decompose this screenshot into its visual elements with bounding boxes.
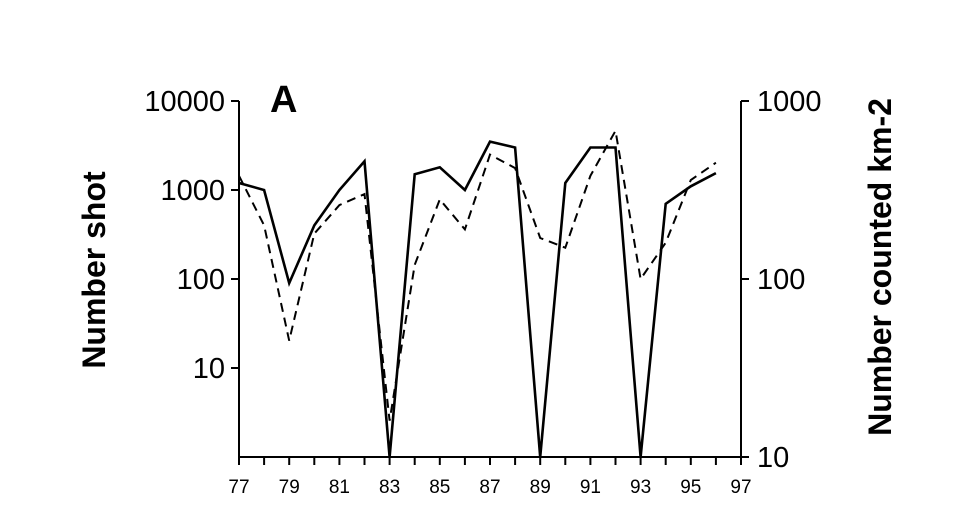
x-tick-label: 91 bbox=[580, 477, 601, 498]
panel-label: A bbox=[270, 79, 297, 121]
series-lines bbox=[238, 127, 717, 458]
x-tick-label: 89 bbox=[530, 477, 551, 498]
axes: 10000 1000 100 10 1000 100 10 77 79 81 83 85 87 89 91 9… bbox=[144, 86, 821, 498]
right-y-tick-label: 1000 bbox=[757, 86, 822, 118]
x-tick-label: 93 bbox=[630, 477, 651, 498]
x-tick-label: 87 bbox=[479, 477, 500, 498]
right-y-tick-label: 10 bbox=[757, 442, 789, 474]
x-tick-label: 95 bbox=[680, 477, 701, 498]
x-tick-label: 97 bbox=[730, 477, 751, 498]
x-tick-label: 83 bbox=[379, 477, 400, 498]
left-y-tick-label: 1000 bbox=[160, 175, 225, 207]
right-axis-title: Number counted km-2 bbox=[862, 98, 898, 436]
left-axis-title: Number shot bbox=[76, 171, 112, 369]
x-tick-label: 81 bbox=[329, 477, 350, 498]
x-tick-label: 79 bbox=[279, 477, 300, 498]
x-tick-label: 77 bbox=[228, 477, 249, 498]
right-y-tick-label: 100 bbox=[757, 264, 805, 296]
left-y-tick-label: 10000 bbox=[144, 86, 225, 118]
solid-series-line bbox=[238, 140, 717, 458]
left-y-tick-label: 10 bbox=[193, 353, 225, 385]
left-y-tick-label: 100 bbox=[177, 264, 225, 296]
dashed-series-line bbox=[238, 127, 717, 421]
x-tick-label: 85 bbox=[429, 477, 450, 498]
